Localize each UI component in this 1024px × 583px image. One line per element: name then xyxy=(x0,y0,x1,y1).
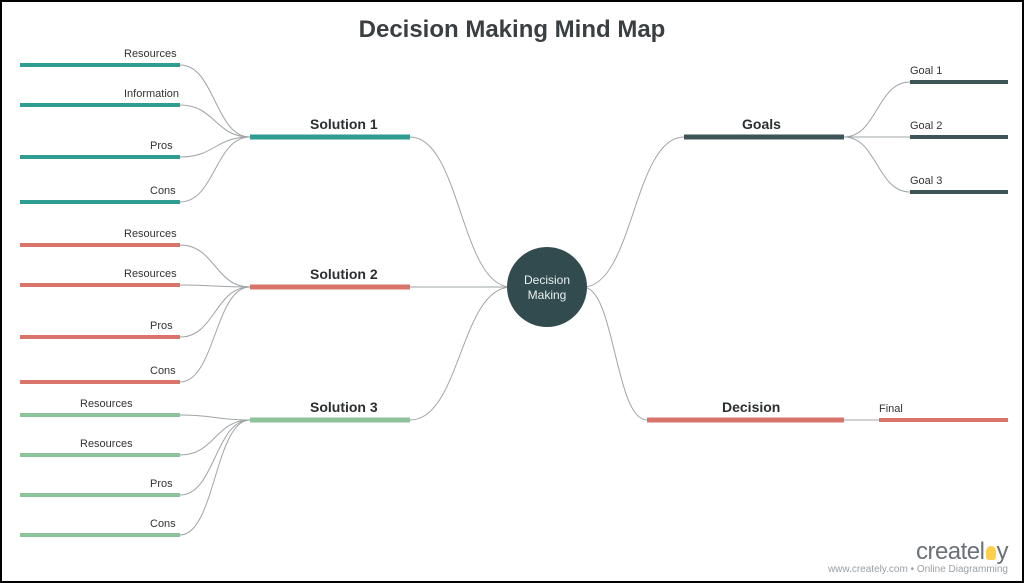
branch-label-solution2: Solution 2 xyxy=(310,266,378,282)
leaf-connector-solution1-0 xyxy=(180,65,250,137)
leaf-label-solution3-0: Resources xyxy=(80,398,133,410)
branch-label-goals: Goals xyxy=(742,116,781,132)
leaf-connector-solution2-0 xyxy=(180,245,250,287)
leaf-label-goals-2: Goal 3 xyxy=(910,175,942,187)
leaf-label-solution1-3: Cons xyxy=(150,185,176,197)
center-node xyxy=(507,247,587,327)
leaf-connector-goals-2 xyxy=(844,137,910,192)
leaf-connector-solution3-2 xyxy=(180,420,250,495)
leaf-connector-solution3-0 xyxy=(180,415,250,420)
connector-decision xyxy=(583,287,647,420)
leaf-label-solution1-2: Pros xyxy=(150,140,173,152)
leaf-label-solution2-0: Resources xyxy=(124,228,177,240)
leaf-connector-solution2-3 xyxy=(180,287,250,382)
leaf-label-solution1-1: Information xyxy=(124,88,179,100)
leaf-label-solution3-2: Pros xyxy=(150,478,173,490)
center-label-line1: Decision xyxy=(524,273,570,287)
leaf-connector-solution3-1 xyxy=(180,420,250,455)
leaf-connector-solution1-2 xyxy=(180,137,250,157)
brand-logo: createl y xyxy=(828,538,1008,566)
branch-label-decision: Decision xyxy=(722,399,780,415)
branch-label-solution1: Solution 1 xyxy=(310,116,378,132)
leaf-label-solution1-0: Resources xyxy=(124,48,177,60)
connector-goals xyxy=(583,137,684,287)
brand-tagline: www.creately.com • Online Diagramming xyxy=(828,564,1008,575)
branch-label-solution3: Solution 3 xyxy=(310,399,378,415)
leaf-label-solution2-1: Resources xyxy=(124,268,177,280)
center-label-line2: Making xyxy=(528,288,567,302)
leaf-label-solution3-3: Cons xyxy=(150,518,176,530)
mindmap-canvas: Solution 1 Resources Information Pros Cons So… xyxy=(2,2,1022,581)
leaf-label-goals-1: Goal 2 xyxy=(910,120,942,132)
leaf-connector-solution1-1 xyxy=(180,105,250,137)
leaf-connector-solution2-2 xyxy=(180,287,250,337)
leaf-label-solution2-3: Cons xyxy=(150,365,176,377)
brand-footer: createl y www.creately.com • Online Diagr… xyxy=(828,538,1008,575)
lightbulb-icon xyxy=(986,546,996,560)
diagram-title: Decision Making Mind Map xyxy=(2,16,1022,44)
leaf-label-solution2-2: Pros xyxy=(150,320,173,332)
connector-solution3 xyxy=(410,287,511,420)
brand-name-part2: y xyxy=(997,538,1009,565)
leaf-label-decision-0: Final xyxy=(879,403,903,415)
leaf-label-solution3-1: Resources xyxy=(80,438,133,450)
leaf-connector-goals-0 xyxy=(844,82,910,137)
connector-solution1 xyxy=(410,137,511,287)
diagram-frame: Decision Making Mind Map Solution 1 Resou… xyxy=(0,0,1024,583)
brand-name-part1: createl xyxy=(916,538,985,565)
leaf-label-goals-0: Goal 1 xyxy=(910,65,942,77)
